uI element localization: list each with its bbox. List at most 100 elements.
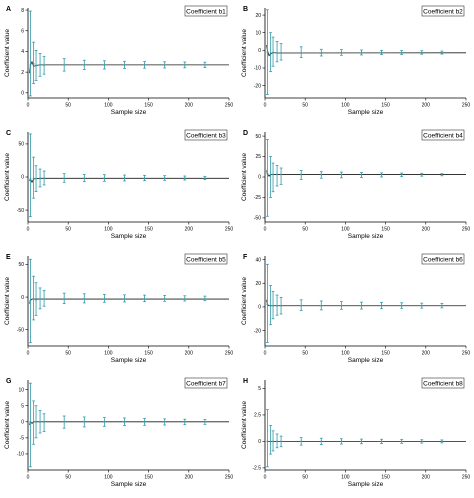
data-point — [43, 64, 45, 67]
data-point — [360, 51, 363, 54]
data-point — [35, 177, 37, 180]
y-tick-label: 6 — [21, 28, 24, 34]
data-point — [440, 440, 443, 443]
y-tick-label: 25 — [255, 154, 261, 160]
data-point — [43, 177, 45, 180]
mean-curve — [266, 170, 466, 177]
data-point — [103, 420, 106, 423]
y-tick-label: 0 — [21, 419, 24, 425]
data-point — [29, 420, 32, 423]
x-tick-label: 250 — [225, 103, 234, 109]
data-point — [32, 298, 35, 300]
x-tick-label: 250 — [225, 227, 234, 233]
data-point — [266, 51, 269, 54]
x-tick-label: 100 — [341, 103, 350, 109]
y-tick-label: -20 — [254, 328, 261, 334]
y-tick-label: 10 — [18, 387, 24, 393]
panel-letter: B — [243, 6, 248, 13]
legend-label: Coefficient b7 — [186, 380, 226, 387]
x-tick-label: 200 — [422, 227, 431, 233]
data-point — [29, 299, 32, 302]
x-tick-label: 0 — [264, 475, 267, 481]
x-tick-label: 150 — [381, 227, 390, 233]
y-axis-title: Coefficient value — [4, 29, 11, 77]
data-point — [39, 298, 41, 300]
y-axis-title: Coefficient value — [241, 401, 248, 449]
y-axis-title: Coefficient value — [4, 277, 11, 325]
data-point — [300, 440, 303, 443]
x-tick-label: 250 — [462, 103, 471, 109]
data-point — [35, 64, 37, 67]
x-tick-label: 250 — [225, 475, 234, 481]
x-tick-label: 50 — [65, 351, 71, 357]
x-tick-label: 0 — [27, 475, 30, 481]
data-point — [183, 420, 186, 423]
y-tick-label: -10 — [254, 66, 261, 72]
data-point — [276, 304, 278, 307]
mean-curve — [29, 298, 229, 304]
mean-curve — [29, 421, 229, 426]
data-point — [39, 420, 41, 423]
data-point — [340, 304, 343, 307]
panel-b: B 0 50 100 150 200 250 -20 -10 0 10 20 Sample size Co… — [241, 5, 471, 116]
data-point — [400, 304, 403, 307]
x-tick-label: 150 — [381, 475, 390, 481]
data-point — [183, 177, 186, 180]
x-tick-label: 50 — [302, 475, 308, 481]
x-tick-label: 50 — [302, 103, 308, 109]
legend-box — [421, 377, 465, 389]
x-tick-label: 250 — [462, 227, 471, 233]
data-point — [320, 173, 323, 176]
panel-letter: H — [243, 378, 248, 385]
x-tick-label: 200 — [185, 227, 194, 233]
x-axis-title: Sample size — [348, 233, 384, 240]
data-point — [380, 51, 383, 54]
data-point — [340, 440, 343, 443]
data-point — [32, 420, 35, 423]
data-point — [320, 304, 323, 307]
data-point — [269, 52, 272, 54]
data-point — [269, 304, 272, 307]
data-point — [266, 303, 269, 306]
data-point — [63, 420, 66, 423]
y-axis-title: Coefficient value — [241, 153, 248, 201]
x-tick-label: 0 — [27, 351, 30, 357]
data-point — [29, 63, 32, 66]
x-tick-label: 150 — [144, 351, 153, 357]
data-point — [63, 177, 66, 180]
x-tick-label: 100 — [104, 103, 113, 109]
data-point — [39, 63, 41, 66]
data-point — [103, 298, 106, 300]
y-tick-label: 50 — [255, 134, 261, 140]
mean-curve — [29, 60, 229, 74]
data-point — [163, 63, 166, 66]
legend-box — [421, 253, 465, 265]
data-point — [280, 51, 282, 54]
x-tick-label: 150 — [381, 103, 390, 109]
data-point — [360, 173, 363, 176]
legend-label: Coefficient b5 — [186, 256, 226, 263]
x-axis-title: Sample size — [111, 481, 147, 488]
x-tick-label: 50 — [65, 227, 71, 233]
y-tick-label: 20 — [255, 281, 261, 287]
x-tick-label: 50 — [65, 475, 71, 481]
data-point — [272, 173, 274, 176]
data-point — [183, 63, 186, 66]
y-tick-label: -50 — [17, 208, 24, 214]
x-tick-label: 200 — [185, 475, 194, 481]
legend-box — [421, 129, 465, 141]
x-tick-label: 100 — [104, 351, 113, 357]
data-point — [300, 173, 303, 176]
data-point — [103, 177, 106, 180]
x-tick-label: 150 — [144, 475, 153, 481]
data-point — [83, 298, 86, 300]
data-point — [143, 177, 146, 180]
legend-label: Coefficient b2 — [423, 8, 463, 15]
panel-letter: E — [6, 254, 11, 261]
data-point — [143, 63, 146, 66]
x-tick-label: 250 — [225, 351, 234, 357]
x-tick-label: 250 — [462, 351, 471, 357]
y-axis-title: Coefficient value — [241, 29, 248, 77]
x-tick-label: 150 — [381, 351, 390, 357]
